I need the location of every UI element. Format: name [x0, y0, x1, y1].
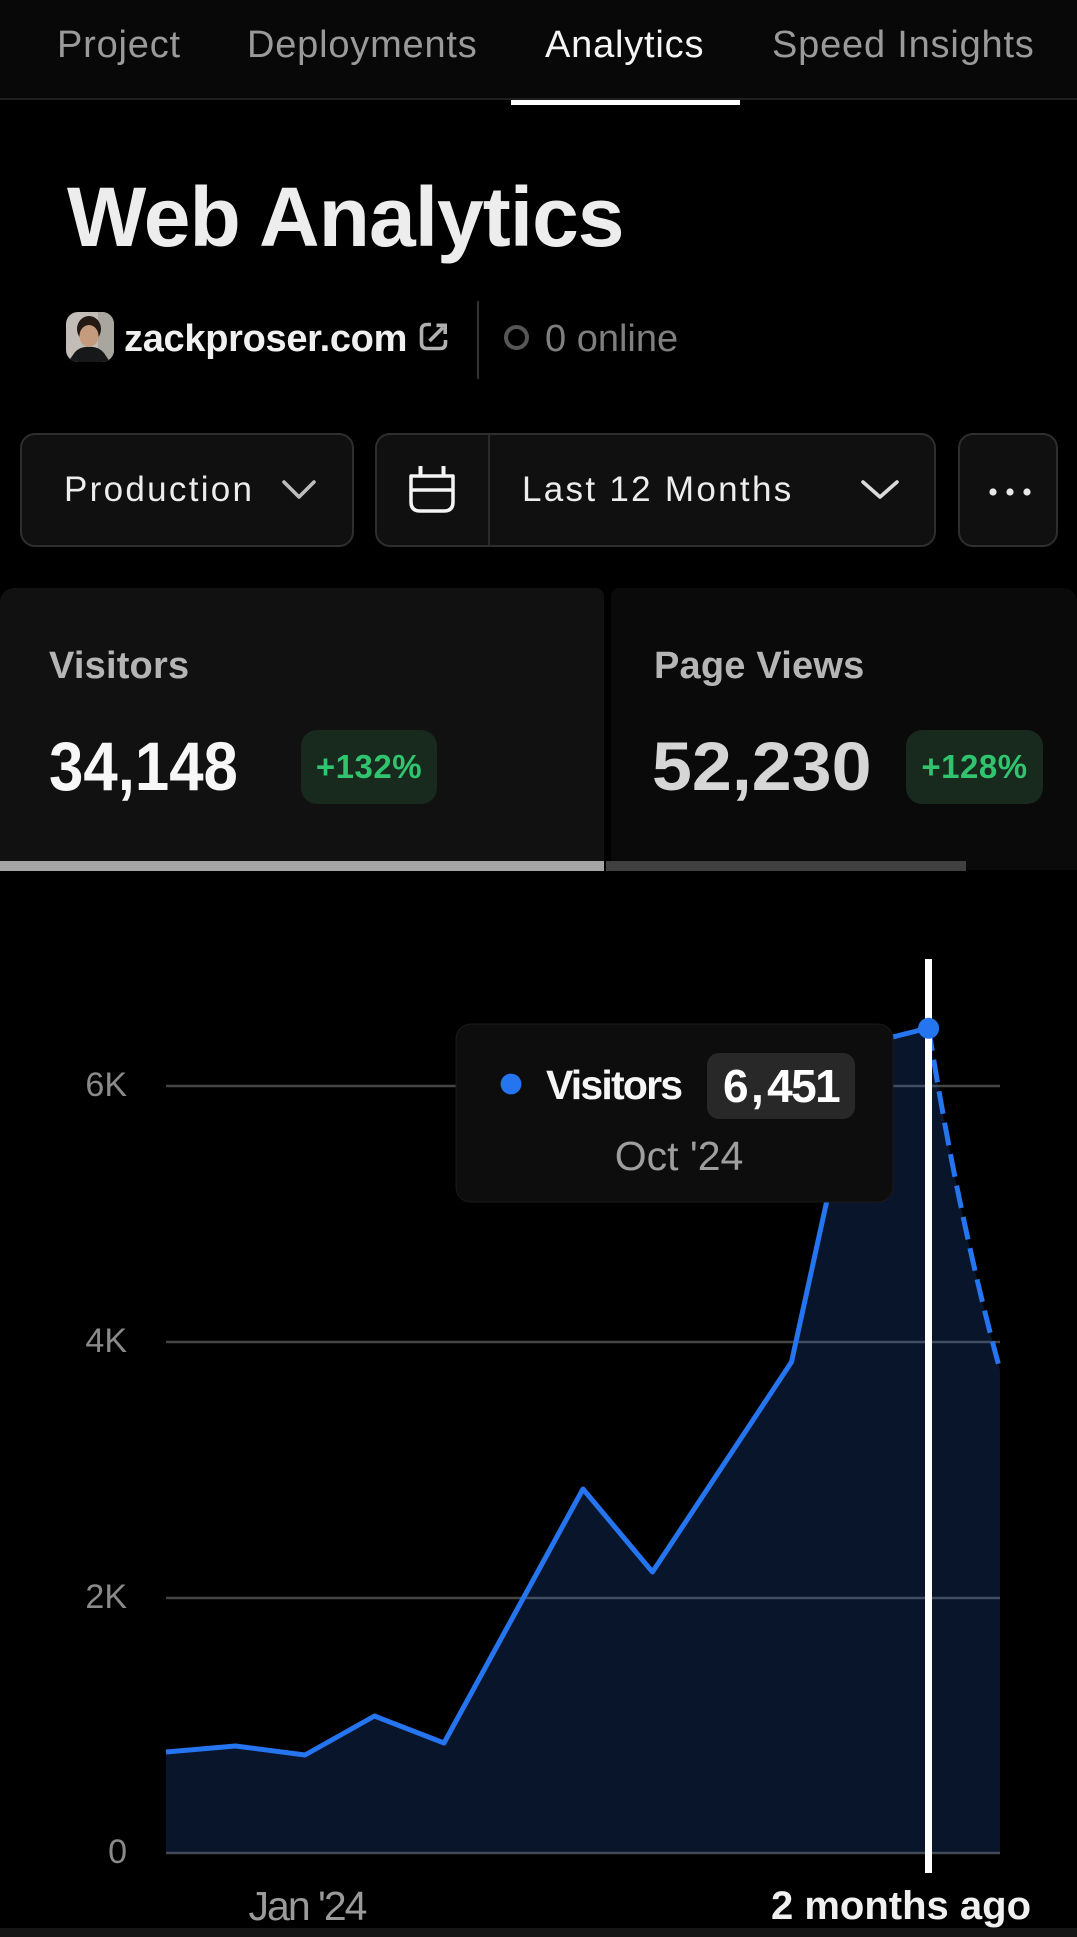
svg-text:Jan '24: Jan '24	[249, 1883, 367, 1929]
svg-text:0: 0	[108, 1833, 127, 1871]
svg-text:2 months ago: 2 months ago	[771, 1884, 1031, 1928]
svg-text:Visitors: Visitors	[546, 1062, 682, 1108]
svg-text:4K: 4K	[85, 1322, 127, 1360]
svg-text:2K: 2K	[85, 1578, 127, 1616]
svg-text:Oct '24: Oct '24	[615, 1133, 744, 1179]
svg-text:6,451: 6, 451	[723, 1060, 840, 1112]
svg-text:6K: 6K	[85, 1066, 127, 1104]
